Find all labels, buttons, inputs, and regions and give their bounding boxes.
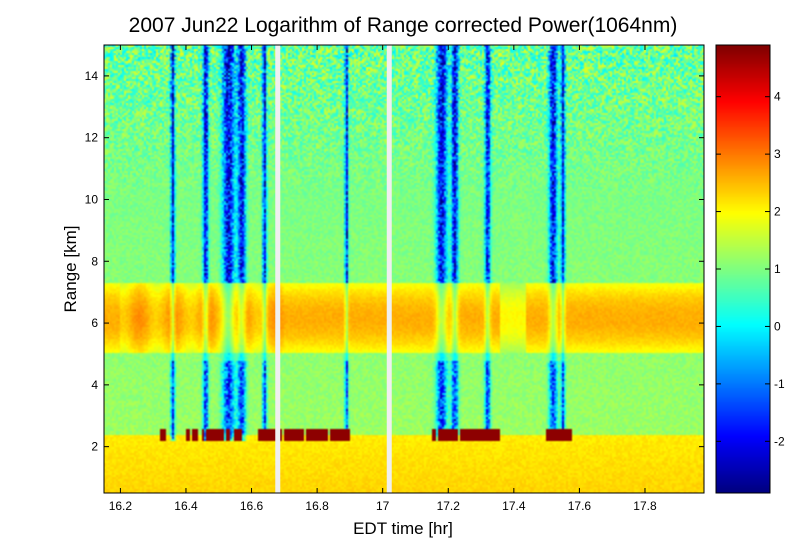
data-gap-1	[386, 45, 392, 493]
colorbar-tick-label: 1	[774, 262, 781, 276]
y-tick-label: 10	[85, 192, 99, 206]
y-tick-label: 14	[85, 69, 99, 83]
colorbar-tick-label: -1	[774, 377, 785, 391]
heatmap-image	[104, 45, 704, 493]
x-tick-label: 17.8	[633, 499, 657, 513]
y-tick-label: 12	[85, 131, 99, 145]
colorbar: -2 -1 0 1 2 3 4	[715, 44, 785, 494]
chart-title: 2007 Jun22 Logarithm of Range corrected …	[129, 14, 678, 37]
x-axis-label: EDT time [hr]	[353, 519, 453, 538]
data-gap-0	[275, 45, 281, 493]
colorbar-image	[716, 45, 770, 493]
colorbar-tick-label: 0	[774, 319, 781, 333]
y-axis-label: Range [km]	[61, 226, 80, 313]
heatmap-plot: 16.2 16.4 16.6 16.8 17 17.2 17.4 17.6 17.8 24681…	[85, 44, 705, 513]
colorbar-tick-label: -2	[774, 434, 785, 448]
y-tick-label: 8	[91, 254, 98, 268]
y-axis-ticks: 2 4 6 8 10 12 14	[85, 69, 704, 454]
x-tick-label: 17.6	[568, 499, 592, 513]
colorbar-tick-label: 4	[774, 90, 781, 104]
x-tick-label: 16.2	[109, 499, 133, 513]
x-tick-label: 16.4	[174, 499, 198, 513]
x-tick-label: 17.2	[437, 499, 461, 513]
data-gaps	[275, 45, 392, 493]
colorbar-tick-label: 2	[774, 205, 781, 219]
x-tick-label: 16.8	[305, 499, 329, 513]
y-tick-label: 6	[91, 316, 98, 330]
x-tick-label: 17	[376, 499, 390, 513]
y-tick-label: 2	[91, 440, 98, 454]
colorbar-tick-label: 3	[774, 147, 781, 161]
x-tick-label: 16.6	[240, 499, 264, 513]
colorbar-ticks: -2 -1 0 1 2 3 4	[716, 90, 785, 448]
x-axis-ticks: 16.2 16.4 16.6 16.8 17 17.2 17.4 17.6 17.8	[109, 45, 657, 513]
plot-frame	[103, 44, 705, 494]
x-tick-label: 17.4	[502, 499, 526, 513]
y-tick-label: 4	[91, 378, 98, 392]
